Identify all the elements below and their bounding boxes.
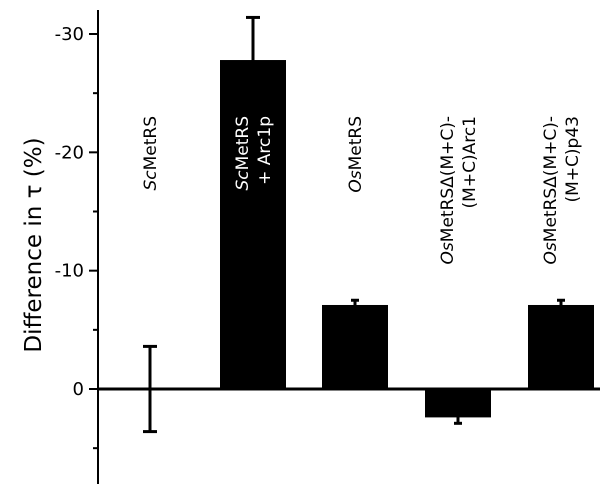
category-label: OsMetRSΔ(M+C)- — [541, 116, 561, 264]
bar — [528, 304, 594, 389]
category-label: OsMetRSΔ(M+C)- — [438, 116, 458, 264]
category-label: ScMetRS — [233, 116, 253, 191]
y-axis: -30 -20 -10 0 — [55, 10, 600, 484]
bar — [322, 304, 388, 389]
y-tick-label: -10 — [55, 261, 84, 282]
bars — [143, 15, 594, 434]
y-tick-label: -30 — [55, 24, 84, 45]
category-label: (M+C)p43 — [563, 116, 583, 202]
y-tick-label: -20 — [55, 142, 84, 163]
category-label: OsMetRS — [346, 116, 366, 193]
y-tick-label: 0 — [73, 379, 84, 400]
category-label: (M+C)Arc1 — [460, 116, 480, 208]
category-label: + Arc1p — [255, 116, 275, 185]
category-label: ScMetRS — [141, 116, 161, 191]
bar — [220, 60, 286, 390]
y-axis-title: Difference in τ (%) — [21, 137, 47, 352]
